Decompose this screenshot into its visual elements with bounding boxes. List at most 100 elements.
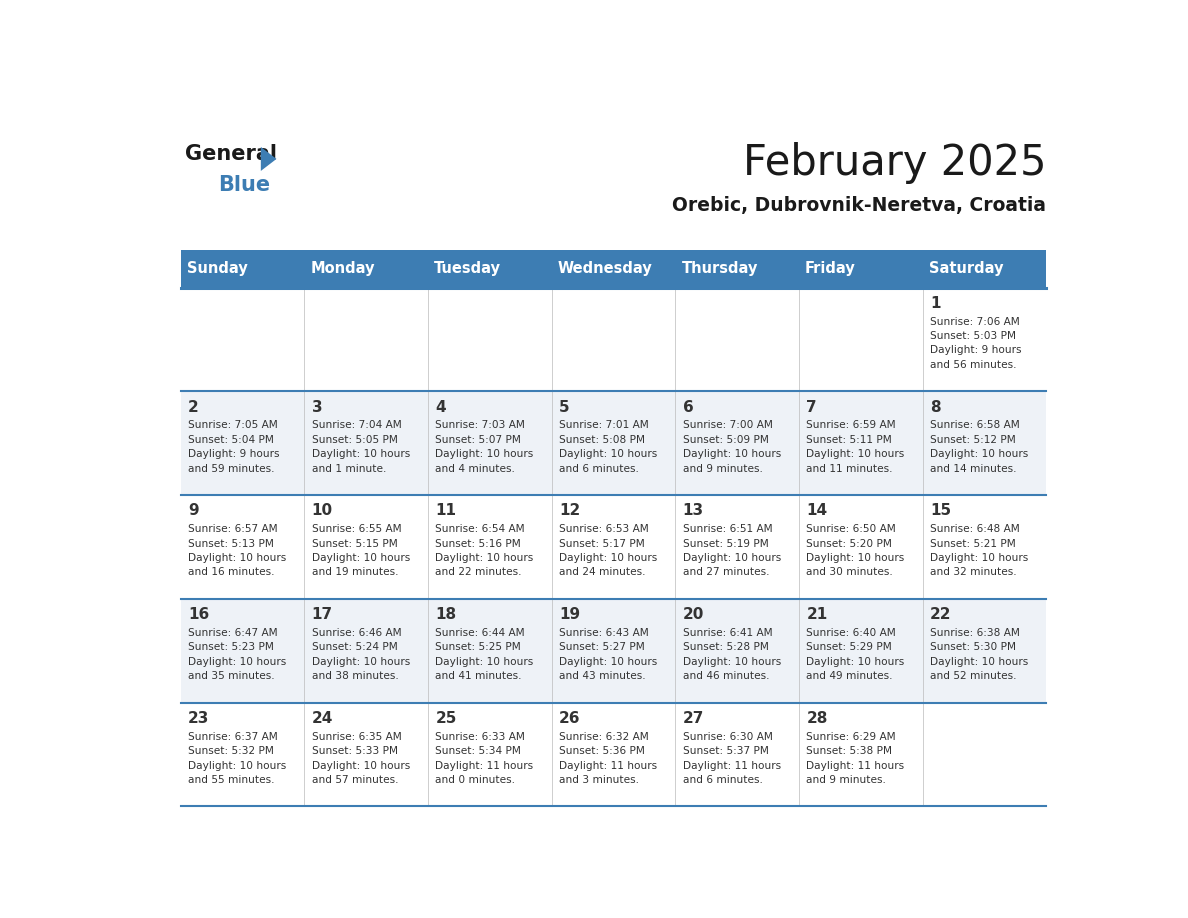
Text: Monday: Monday xyxy=(310,262,375,276)
Bar xyxy=(428,599,551,702)
Bar xyxy=(923,702,1047,806)
Text: Blue: Blue xyxy=(219,175,271,196)
Bar xyxy=(181,599,304,702)
Text: 14: 14 xyxy=(807,503,828,519)
Text: Sunrise: 6:29 AM
Sunset: 5:38 PM
Daylight: 11 hours
and 9 minutes.: Sunrise: 6:29 AM Sunset: 5:38 PM Dayligh… xyxy=(807,732,904,785)
Bar xyxy=(551,391,675,495)
Text: Sunrise: 6:38 AM
Sunset: 5:30 PM
Daylight: 10 hours
and 52 minutes.: Sunrise: 6:38 AM Sunset: 5:30 PM Dayligh… xyxy=(930,628,1028,681)
Text: Sunrise: 6:43 AM
Sunset: 5:27 PM
Daylight: 10 hours
and 43 minutes.: Sunrise: 6:43 AM Sunset: 5:27 PM Dayligh… xyxy=(560,628,657,681)
Text: 21: 21 xyxy=(807,607,828,622)
Text: Sunrise: 7:05 AM
Sunset: 5:04 PM
Daylight: 9 hours
and 59 minutes.: Sunrise: 7:05 AM Sunset: 5:04 PM Dayligh… xyxy=(188,420,279,474)
Text: 25: 25 xyxy=(436,711,457,726)
Text: 15: 15 xyxy=(930,503,952,519)
Text: Sunrise: 6:32 AM
Sunset: 5:36 PM
Daylight: 11 hours
and 3 minutes.: Sunrise: 6:32 AM Sunset: 5:36 PM Dayligh… xyxy=(560,732,657,785)
Bar xyxy=(675,599,798,702)
Bar xyxy=(181,391,304,495)
Text: 23: 23 xyxy=(188,711,209,726)
Text: February 2025: February 2025 xyxy=(742,142,1047,184)
Text: General: General xyxy=(185,144,277,164)
Text: Orebic, Dubrovnik-Neretva, Croatia: Orebic, Dubrovnik-Neretva, Croatia xyxy=(672,196,1047,216)
Bar xyxy=(304,287,428,391)
Bar xyxy=(675,391,798,495)
Text: 1: 1 xyxy=(930,296,941,311)
Text: 19: 19 xyxy=(560,607,580,622)
Text: 13: 13 xyxy=(683,503,703,519)
Text: 7: 7 xyxy=(807,399,817,415)
Text: Sunday: Sunday xyxy=(187,262,247,276)
Text: Sunrise: 6:44 AM
Sunset: 5:25 PM
Daylight: 10 hours
and 41 minutes.: Sunrise: 6:44 AM Sunset: 5:25 PM Dayligh… xyxy=(436,628,533,681)
Text: Sunrise: 6:35 AM
Sunset: 5:33 PM
Daylight: 10 hours
and 57 minutes.: Sunrise: 6:35 AM Sunset: 5:33 PM Dayligh… xyxy=(311,732,410,785)
Text: 4: 4 xyxy=(436,399,446,415)
Text: Sunrise: 6:33 AM
Sunset: 5:34 PM
Daylight: 11 hours
and 0 minutes.: Sunrise: 6:33 AM Sunset: 5:34 PM Dayligh… xyxy=(436,732,533,785)
Text: Sunrise: 6:59 AM
Sunset: 5:11 PM
Daylight: 10 hours
and 11 minutes.: Sunrise: 6:59 AM Sunset: 5:11 PM Dayligh… xyxy=(807,420,904,474)
Bar xyxy=(675,495,798,599)
Text: Saturday: Saturday xyxy=(929,262,1003,276)
Text: 16: 16 xyxy=(188,607,209,622)
Text: 18: 18 xyxy=(436,607,456,622)
Text: 28: 28 xyxy=(807,711,828,726)
Bar xyxy=(923,391,1047,495)
Text: Sunrise: 6:48 AM
Sunset: 5:21 PM
Daylight: 10 hours
and 32 minutes.: Sunrise: 6:48 AM Sunset: 5:21 PM Dayligh… xyxy=(930,524,1028,577)
Bar xyxy=(551,702,675,806)
Text: Sunrise: 6:47 AM
Sunset: 5:23 PM
Daylight: 10 hours
and 35 minutes.: Sunrise: 6:47 AM Sunset: 5:23 PM Dayligh… xyxy=(188,628,286,681)
Polygon shape xyxy=(261,147,277,171)
Bar xyxy=(304,495,428,599)
Text: Sunrise: 6:58 AM
Sunset: 5:12 PM
Daylight: 10 hours
and 14 minutes.: Sunrise: 6:58 AM Sunset: 5:12 PM Dayligh… xyxy=(930,420,1028,474)
Bar xyxy=(304,599,428,702)
Text: Sunrise: 6:30 AM
Sunset: 5:37 PM
Daylight: 11 hours
and 6 minutes.: Sunrise: 6:30 AM Sunset: 5:37 PM Dayligh… xyxy=(683,732,781,785)
Bar xyxy=(304,702,428,806)
Text: 26: 26 xyxy=(560,711,581,726)
Text: Sunrise: 6:51 AM
Sunset: 5:19 PM
Daylight: 10 hours
and 27 minutes.: Sunrise: 6:51 AM Sunset: 5:19 PM Dayligh… xyxy=(683,524,781,577)
Text: Sunrise: 7:00 AM
Sunset: 5:09 PM
Daylight: 10 hours
and 9 minutes.: Sunrise: 7:00 AM Sunset: 5:09 PM Dayligh… xyxy=(683,420,781,474)
Text: Sunrise: 7:04 AM
Sunset: 5:05 PM
Daylight: 10 hours
and 1 minute.: Sunrise: 7:04 AM Sunset: 5:05 PM Dayligh… xyxy=(311,420,410,474)
Bar xyxy=(798,702,923,806)
Text: Sunrise: 6:55 AM
Sunset: 5:15 PM
Daylight: 10 hours
and 19 minutes.: Sunrise: 6:55 AM Sunset: 5:15 PM Dayligh… xyxy=(311,524,410,577)
Text: 3: 3 xyxy=(311,399,322,415)
Bar xyxy=(798,287,923,391)
Text: Thursday: Thursday xyxy=(682,262,758,276)
Text: Tuesday: Tuesday xyxy=(434,262,501,276)
Text: Sunrise: 6:50 AM
Sunset: 5:20 PM
Daylight: 10 hours
and 30 minutes.: Sunrise: 6:50 AM Sunset: 5:20 PM Dayligh… xyxy=(807,524,904,577)
Bar xyxy=(551,599,675,702)
Text: 8: 8 xyxy=(930,399,941,415)
Bar xyxy=(428,495,551,599)
Text: Sunrise: 6:57 AM
Sunset: 5:13 PM
Daylight: 10 hours
and 16 minutes.: Sunrise: 6:57 AM Sunset: 5:13 PM Dayligh… xyxy=(188,524,286,577)
Bar xyxy=(304,391,428,495)
Bar xyxy=(675,287,798,391)
Text: 20: 20 xyxy=(683,607,704,622)
Bar xyxy=(675,702,798,806)
Text: Sunrise: 6:54 AM
Sunset: 5:16 PM
Daylight: 10 hours
and 22 minutes.: Sunrise: 6:54 AM Sunset: 5:16 PM Dayligh… xyxy=(436,524,533,577)
Bar xyxy=(428,391,551,495)
Text: 9: 9 xyxy=(188,503,198,519)
Bar xyxy=(551,495,675,599)
Text: 17: 17 xyxy=(311,607,333,622)
Text: 5: 5 xyxy=(560,399,570,415)
Text: 10: 10 xyxy=(311,503,333,519)
Text: Sunrise: 6:37 AM
Sunset: 5:32 PM
Daylight: 10 hours
and 55 minutes.: Sunrise: 6:37 AM Sunset: 5:32 PM Dayligh… xyxy=(188,732,286,785)
Text: Sunrise: 6:41 AM
Sunset: 5:28 PM
Daylight: 10 hours
and 46 minutes.: Sunrise: 6:41 AM Sunset: 5:28 PM Dayligh… xyxy=(683,628,781,681)
Bar xyxy=(923,599,1047,702)
Bar xyxy=(798,599,923,702)
Text: 12: 12 xyxy=(560,503,580,519)
Bar xyxy=(428,702,551,806)
Bar xyxy=(181,702,304,806)
Bar xyxy=(181,250,1047,287)
Bar xyxy=(428,287,551,391)
Text: 27: 27 xyxy=(683,711,704,726)
Text: Sunrise: 6:40 AM
Sunset: 5:29 PM
Daylight: 10 hours
and 49 minutes.: Sunrise: 6:40 AM Sunset: 5:29 PM Dayligh… xyxy=(807,628,904,681)
Text: 6: 6 xyxy=(683,399,694,415)
Text: Sunrise: 7:03 AM
Sunset: 5:07 PM
Daylight: 10 hours
and 4 minutes.: Sunrise: 7:03 AM Sunset: 5:07 PM Dayligh… xyxy=(436,420,533,474)
Bar xyxy=(798,391,923,495)
Text: 24: 24 xyxy=(311,711,333,726)
Bar xyxy=(923,287,1047,391)
Text: Friday: Friday xyxy=(805,262,855,276)
Bar xyxy=(551,287,675,391)
Text: 2: 2 xyxy=(188,399,198,415)
Text: Sunrise: 7:01 AM
Sunset: 5:08 PM
Daylight: 10 hours
and 6 minutes.: Sunrise: 7:01 AM Sunset: 5:08 PM Dayligh… xyxy=(560,420,657,474)
Text: Wednesday: Wednesday xyxy=(558,262,652,276)
Text: 22: 22 xyxy=(930,607,952,622)
Bar xyxy=(923,495,1047,599)
Text: Sunrise: 6:46 AM
Sunset: 5:24 PM
Daylight: 10 hours
and 38 minutes.: Sunrise: 6:46 AM Sunset: 5:24 PM Dayligh… xyxy=(311,628,410,681)
Text: 11: 11 xyxy=(436,503,456,519)
Bar xyxy=(798,495,923,599)
